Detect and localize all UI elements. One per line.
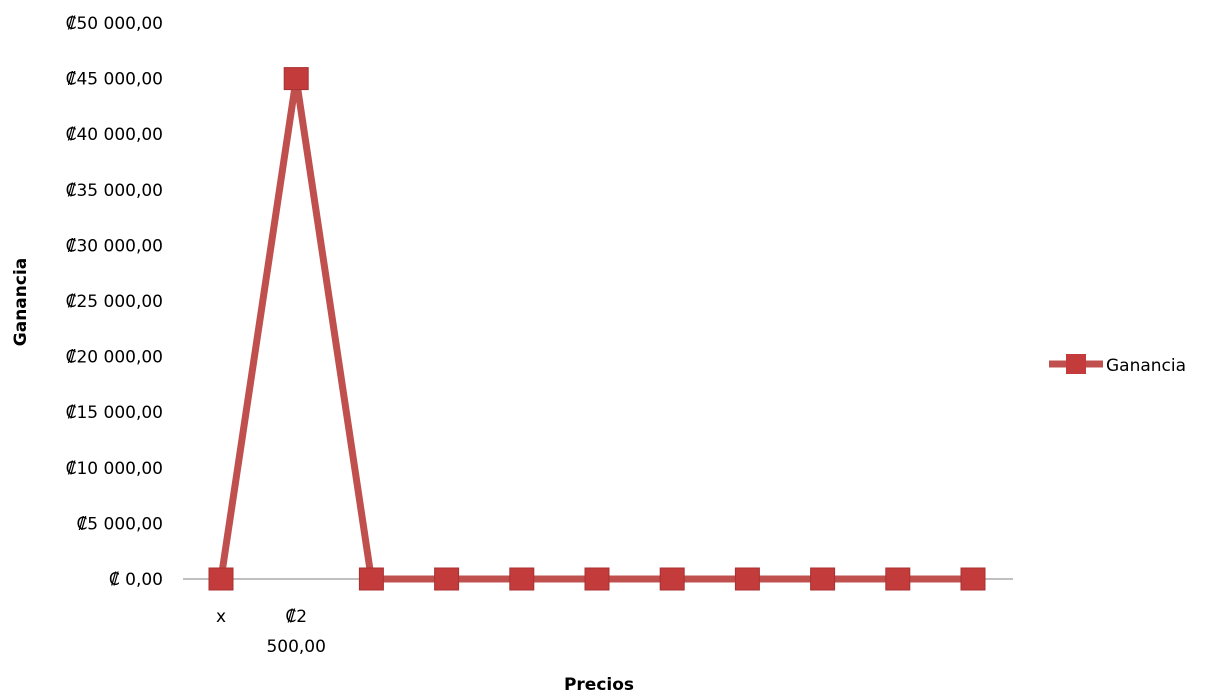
x-axis-ticks: x ₡2 500,00 xyxy=(216,607,326,657)
x-axis-title: Precios xyxy=(564,675,634,695)
data-point-marker xyxy=(509,567,535,591)
data-point-marker xyxy=(584,567,610,591)
legend: Ganancia xyxy=(1049,354,1186,376)
legend-marker-icon xyxy=(1066,354,1086,374)
y-axis-title: Ganancia xyxy=(11,258,31,346)
y-tick-label: ₡45 000,00 xyxy=(66,70,163,90)
data-point-marker xyxy=(283,67,309,91)
data-point-marker xyxy=(810,567,836,591)
y-tick-label: ₡15 000,00 xyxy=(66,403,163,423)
series-line-ganancia xyxy=(217,78,973,583)
y-tick-label: ₡20 000,00 xyxy=(66,348,163,368)
y-tick-label: ₡10 000,00 xyxy=(66,459,163,479)
y-tick-label: ₡50 000,00 xyxy=(66,14,163,34)
x-tick-label: x xyxy=(216,607,226,627)
data-point-marker xyxy=(358,567,384,591)
y-tick-label: ₡5 000,00 xyxy=(76,514,163,534)
data-point-marker xyxy=(434,567,460,591)
y-axis-ticks: ₡ 0,00 ₡5 000,00 ₡10 000,00 ₡15 000,00 ₡20 0… xyxy=(66,14,163,590)
data-point-marker xyxy=(885,567,911,591)
y-tick-label: ₡25 000,00 xyxy=(66,292,163,312)
y-tick-label: ₡35 000,00 xyxy=(66,181,163,201)
series-markers xyxy=(208,67,986,591)
data-point-marker xyxy=(734,567,760,591)
data-point-marker xyxy=(960,567,986,591)
legend-label-ganancia: Ganancia xyxy=(1106,356,1186,376)
y-tick-label: ₡30 000,00 xyxy=(66,236,163,256)
y-tick-label: ₡ 0,00 xyxy=(109,570,163,590)
data-point-marker xyxy=(208,567,234,591)
y-tick-label: ₡40 000,00 xyxy=(66,125,163,145)
data-point-marker xyxy=(659,567,685,591)
x-tick-label: ₡2 500,00 xyxy=(266,607,325,657)
